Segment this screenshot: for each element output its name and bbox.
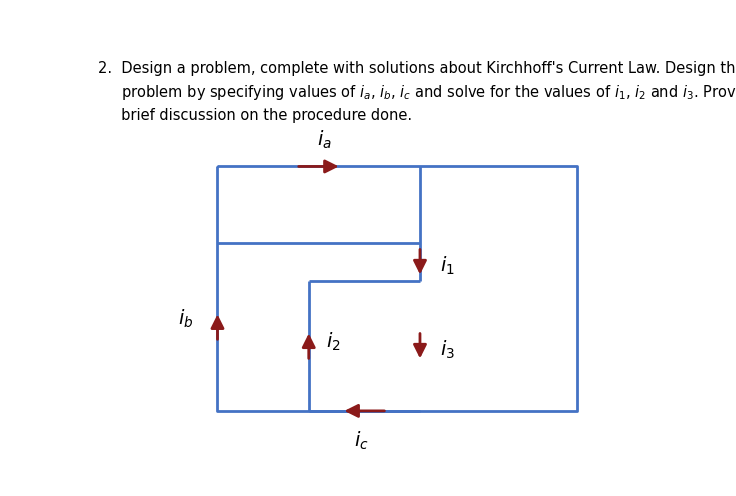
Text: 2.  Design a problem, complete with solutions about Kirchhoff's Current Law. Des: 2. Design a problem, complete with solut… — [98, 62, 736, 124]
Text: $i_a$: $i_a$ — [317, 129, 332, 151]
Text: $i_2$: $i_2$ — [326, 331, 341, 353]
Text: $i_3$: $i_3$ — [440, 339, 455, 361]
Text: $i_1$: $i_1$ — [440, 254, 455, 277]
Text: $i_c$: $i_c$ — [354, 430, 369, 452]
Text: $i_b$: $i_b$ — [178, 308, 194, 330]
